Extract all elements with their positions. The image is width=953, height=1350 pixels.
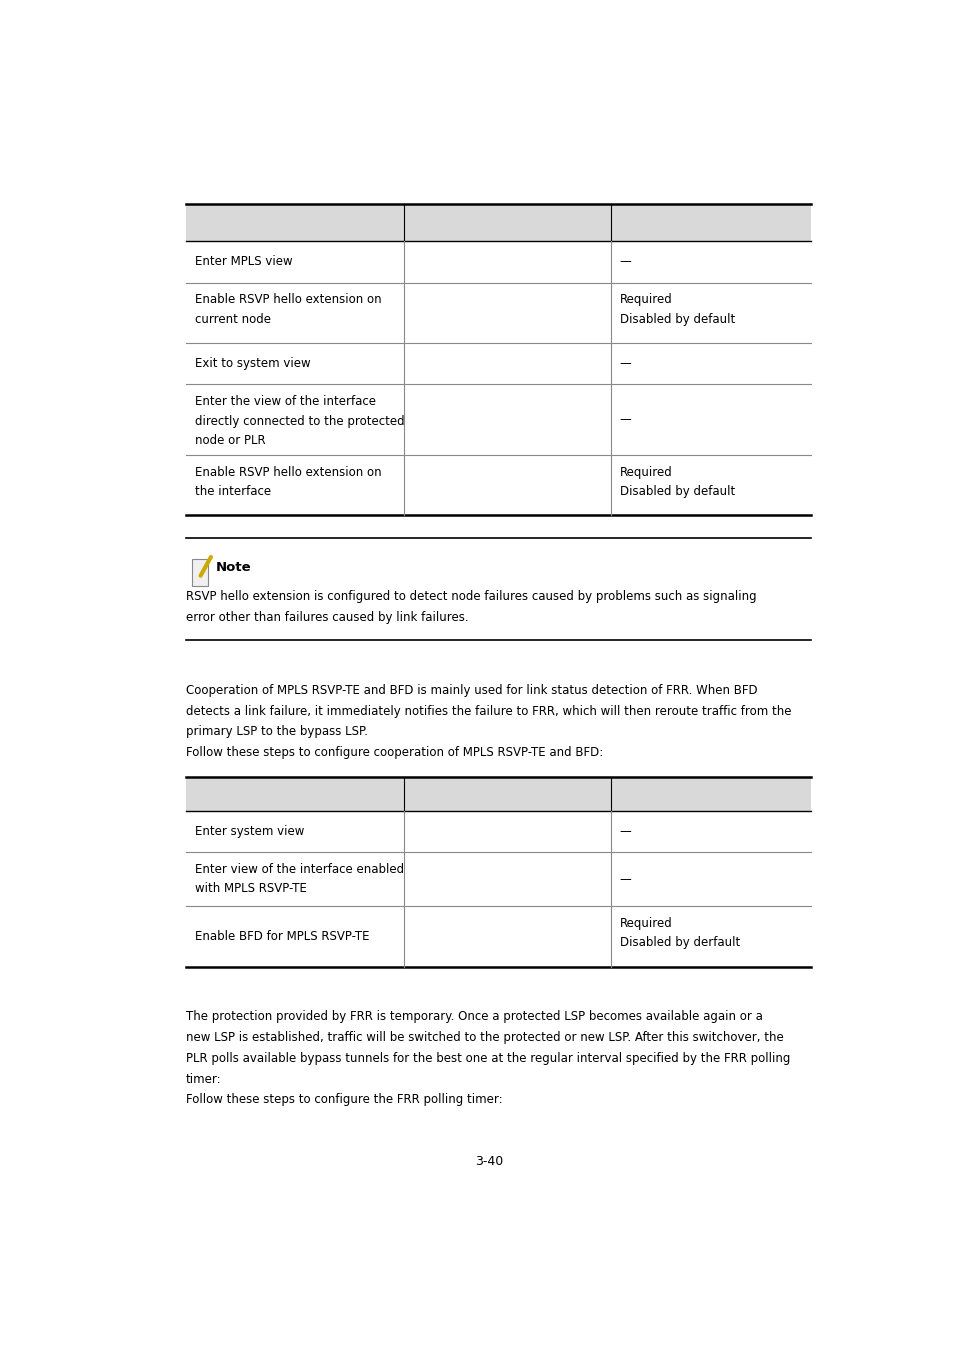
Bar — [186, 204, 810, 242]
Bar — [186, 343, 810, 385]
Text: Enter MPLS view: Enter MPLS view — [194, 255, 292, 269]
Text: Note: Note — [215, 560, 251, 574]
Text: Follow these steps to configure cooperation of MPLS RSVP-TE and BFD:: Follow these steps to configure cooperat… — [186, 747, 602, 759]
Text: —: — — [619, 358, 631, 370]
Text: timer:: timer: — [186, 1073, 221, 1085]
Bar — [186, 778, 810, 810]
Text: Enable RSVP hello extension on: Enable RSVP hello extension on — [194, 466, 381, 478]
Bar — [186, 242, 810, 282]
Text: 3-40: 3-40 — [475, 1156, 502, 1169]
Text: Required: Required — [619, 293, 672, 306]
Text: detects a link failure, it immediately notifies the failure to FRR, which will t: detects a link failure, it immediately n… — [186, 705, 790, 718]
Text: RSVP hello extension is configured to detect node failures caused by problems su: RSVP hello extension is configured to de… — [186, 590, 756, 603]
Bar — [186, 455, 810, 516]
Text: PLR polls available bypass tunnels for the best one at the regular interval spec: PLR polls available bypass tunnels for t… — [186, 1052, 789, 1065]
Text: Enable BFD for MPLS RSVP-TE: Enable BFD for MPLS RSVP-TE — [194, 930, 369, 942]
Bar — [186, 810, 810, 852]
Bar — [186, 852, 810, 906]
Text: Disabled by default: Disabled by default — [619, 485, 734, 498]
Text: with MPLS RSVP-TE: with MPLS RSVP-TE — [194, 883, 306, 895]
Text: Required: Required — [619, 466, 672, 478]
Text: primary LSP to the bypass LSP.: primary LSP to the bypass LSP. — [186, 725, 367, 738]
Text: Exit to system view: Exit to system view — [194, 358, 310, 370]
Bar — [186, 385, 810, 455]
Text: current node: current node — [194, 313, 271, 325]
Text: Disabled by default: Disabled by default — [619, 313, 734, 325]
Text: directly connected to the protected: directly connected to the protected — [194, 414, 404, 428]
Text: Follow these steps to configure the FRR polling timer:: Follow these steps to configure the FRR … — [186, 1094, 502, 1107]
Text: Required: Required — [619, 917, 672, 930]
Text: —: — — [619, 413, 631, 427]
Text: The protection provided by FRR is temporary. Once a protected LSP becomes availa: The protection provided by FRR is tempor… — [186, 1010, 761, 1023]
Text: Enter the view of the interface: Enter the view of the interface — [194, 394, 375, 408]
Text: Disabled by derfault: Disabled by derfault — [619, 937, 740, 949]
Text: —: — — [619, 825, 631, 838]
Text: the interface: the interface — [194, 485, 271, 498]
Text: Enter view of the interface enabled: Enter view of the interface enabled — [194, 863, 403, 876]
Text: —: — — [619, 255, 631, 269]
Bar — [186, 282, 810, 343]
Text: Enter system view: Enter system view — [194, 825, 304, 838]
Bar — [186, 906, 810, 967]
Text: node or PLR: node or PLR — [194, 435, 265, 447]
Text: new LSP is established, traffic will be switched to the protected or new LSP. Af: new LSP is established, traffic will be … — [186, 1031, 782, 1044]
Text: error other than failures caused by link failures.: error other than failures caused by link… — [186, 612, 468, 624]
Text: —: — — [619, 872, 631, 886]
Text: Cooperation of MPLS RSVP-TE and BFD is mainly used for link status detection of : Cooperation of MPLS RSVP-TE and BFD is m… — [186, 684, 757, 697]
Bar — [192, 559, 208, 586]
Text: Enable RSVP hello extension on: Enable RSVP hello extension on — [194, 293, 381, 306]
